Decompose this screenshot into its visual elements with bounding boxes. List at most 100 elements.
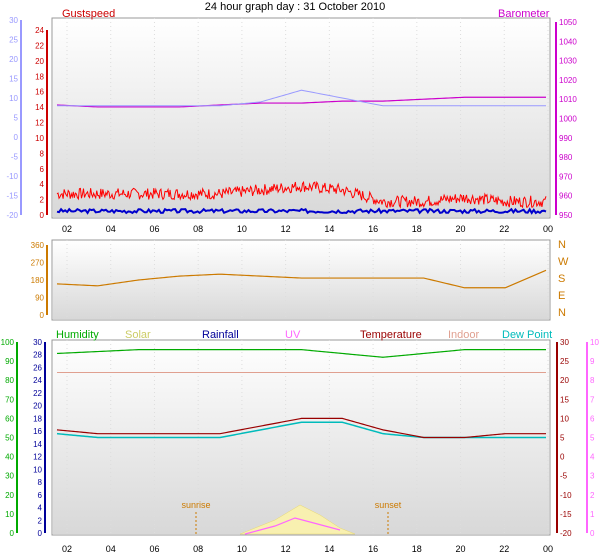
gust-axis-tick: 12 — [35, 119, 44, 128]
far-left-axis-tick: -15 — [6, 192, 18, 201]
temp-left-axis-tick: 30 — [33, 338, 42, 347]
barometer-line — [56, 96, 546, 108]
humidity-axis-tick: 80 — [5, 376, 14, 385]
humidity-line — [56, 349, 546, 358]
mid-panel-gradient — [53, 241, 549, 319]
humidity-axis-tick: 0 — [10, 529, 15, 538]
x-tick-label: 20 — [456, 544, 466, 554]
x-tick-label: 16 — [368, 224, 378, 234]
x-tick-label: 10 — [237, 224, 247, 234]
temp-left-axis-tick: 24 — [33, 376, 42, 385]
gust-axis-tick: 8 — [40, 149, 45, 158]
gust-axis-tick: 10 — [35, 134, 44, 143]
temp-right-axis-tick: -20 — [560, 529, 572, 538]
gust-axis-tick: 18 — [35, 72, 44, 81]
x-tick-label: 04 — [106, 544, 116, 554]
humidity-axis-tick: 40 — [5, 453, 14, 462]
uv-axis-tick: 8 — [590, 376, 595, 385]
far-left-axis-tick: -5 — [11, 153, 19, 162]
x-tick-label: 18 — [412, 544, 422, 554]
gust-axis-tick: 16 — [35, 88, 44, 97]
baro-axis-tick: 990 — [559, 134, 573, 143]
temp-left-axis-tick: 0 — [38, 529, 43, 538]
legend-uv: UV — [285, 329, 301, 341]
x-tick-label: 06 — [149, 224, 159, 234]
x-tick-label: 08 — [193, 544, 203, 554]
uv-axis-tick: 6 — [590, 414, 595, 423]
gust-axis-tick: 4 — [40, 180, 45, 189]
uv-axis-tick: 0 — [590, 529, 595, 538]
gust-axis-tick: 0 — [40, 211, 45, 220]
x-tick-label: 22 — [499, 224, 509, 234]
temp-right-axis-tick: 20 — [560, 376, 569, 385]
gust-axis-tick: 22 — [35, 41, 44, 50]
legend-solar: Solar — [125, 329, 151, 341]
temp-left-axis-tick: 16 — [33, 427, 42, 436]
baro-axis-tick: 1030 — [559, 57, 577, 66]
temperature-line — [56, 417, 546, 439]
x-tick-label: 00 — [543, 224, 553, 234]
sunset-label: sunset — [375, 500, 402, 510]
x-tick-label: 02 — [62, 544, 72, 554]
barometer-label: Barometer — [498, 8, 550, 20]
baro-axis-tick: 950 — [559, 211, 573, 220]
uv-axis-tick: 3 — [590, 472, 595, 481]
temp-left-axis-tick: 10 — [33, 465, 42, 474]
uv-axis-tick: 7 — [590, 395, 595, 404]
x-tick-label: 12 — [281, 544, 291, 554]
x-tick-label: 18 — [412, 224, 422, 234]
temp-right-axis-tick: -15 — [560, 510, 572, 519]
humidity-axis-tick: 70 — [5, 395, 14, 404]
far-left-axis-tick: 15 — [9, 75, 18, 84]
temp-left-axis-tick: 18 — [33, 414, 42, 423]
far-left-axis-tick: 20 — [9, 55, 18, 64]
temp-left-axis-tick: 20 — [33, 402, 42, 411]
x-tick-label: 14 — [324, 544, 334, 554]
baro-axis-tick: 1050 — [559, 18, 577, 27]
temp-right-axis-tick: 5 — [560, 434, 565, 443]
x-tick-label: 16 — [368, 544, 378, 554]
far-left-axis-tick: -10 — [6, 172, 18, 181]
baro-axis-tick: 1010 — [559, 95, 577, 104]
temperature-line-top — [57, 89, 546, 107]
compass-label: N — [558, 239, 566, 251]
uv-axis-tick: 2 — [590, 491, 595, 500]
gust-axis-tick: 14 — [35, 103, 44, 112]
humidity-axis-tick: 100 — [1, 338, 15, 347]
top-panel-gradient — [53, 19, 549, 217]
x-tick-label: 10 — [237, 544, 247, 554]
temp-right-axis-tick: 25 — [560, 357, 569, 366]
temp-right-axis-tick: 10 — [560, 414, 569, 423]
temp-left-axis-tick: 4 — [38, 504, 43, 513]
compass-label: W — [558, 256, 569, 268]
humidity-axis-tick: 10 — [5, 510, 14, 519]
temp-right-axis-tick: 30 — [560, 338, 569, 347]
temp-left-axis-tick: 8 — [38, 478, 43, 487]
dir-axis-tick: 360 — [31, 241, 45, 250]
wind-direction-line — [56, 269, 547, 289]
x-tick-label: 02 — [62, 224, 72, 234]
temp-left-axis-tick: 2 — [38, 516, 43, 525]
baro-axis-tick: 1040 — [559, 37, 577, 46]
humidity-axis-tick: 50 — [5, 434, 14, 443]
far-left-axis-tick: 10 — [9, 94, 18, 103]
temp-left-axis-tick: 6 — [38, 491, 43, 500]
compass-label: S — [558, 273, 565, 285]
temp-left-axis-tick: 26 — [33, 363, 42, 372]
gust-axis-tick: 2 — [40, 196, 45, 205]
humidity-axis-tick: 60 — [5, 414, 14, 423]
baro-axis-tick: 1000 — [559, 115, 577, 124]
gust-axis-tick: 20 — [35, 57, 44, 66]
far-left-axis-tick: 0 — [14, 133, 19, 142]
legend-indoor: Indoor — [448, 329, 480, 341]
x-tick-label: 08 — [193, 224, 203, 234]
gust-axis-tick: 24 — [35, 26, 44, 35]
temp-right-axis-tick: -10 — [560, 491, 572, 500]
baro-axis-tick: 980 — [559, 153, 573, 162]
legend-rainfall: Rainfall — [202, 329, 239, 341]
x-tick-label: 06 — [149, 544, 159, 554]
temp-right-axis-tick: -5 — [560, 472, 568, 481]
uv-line — [244, 517, 341, 535]
legend-humidity: Humidity — [56, 329, 99, 341]
